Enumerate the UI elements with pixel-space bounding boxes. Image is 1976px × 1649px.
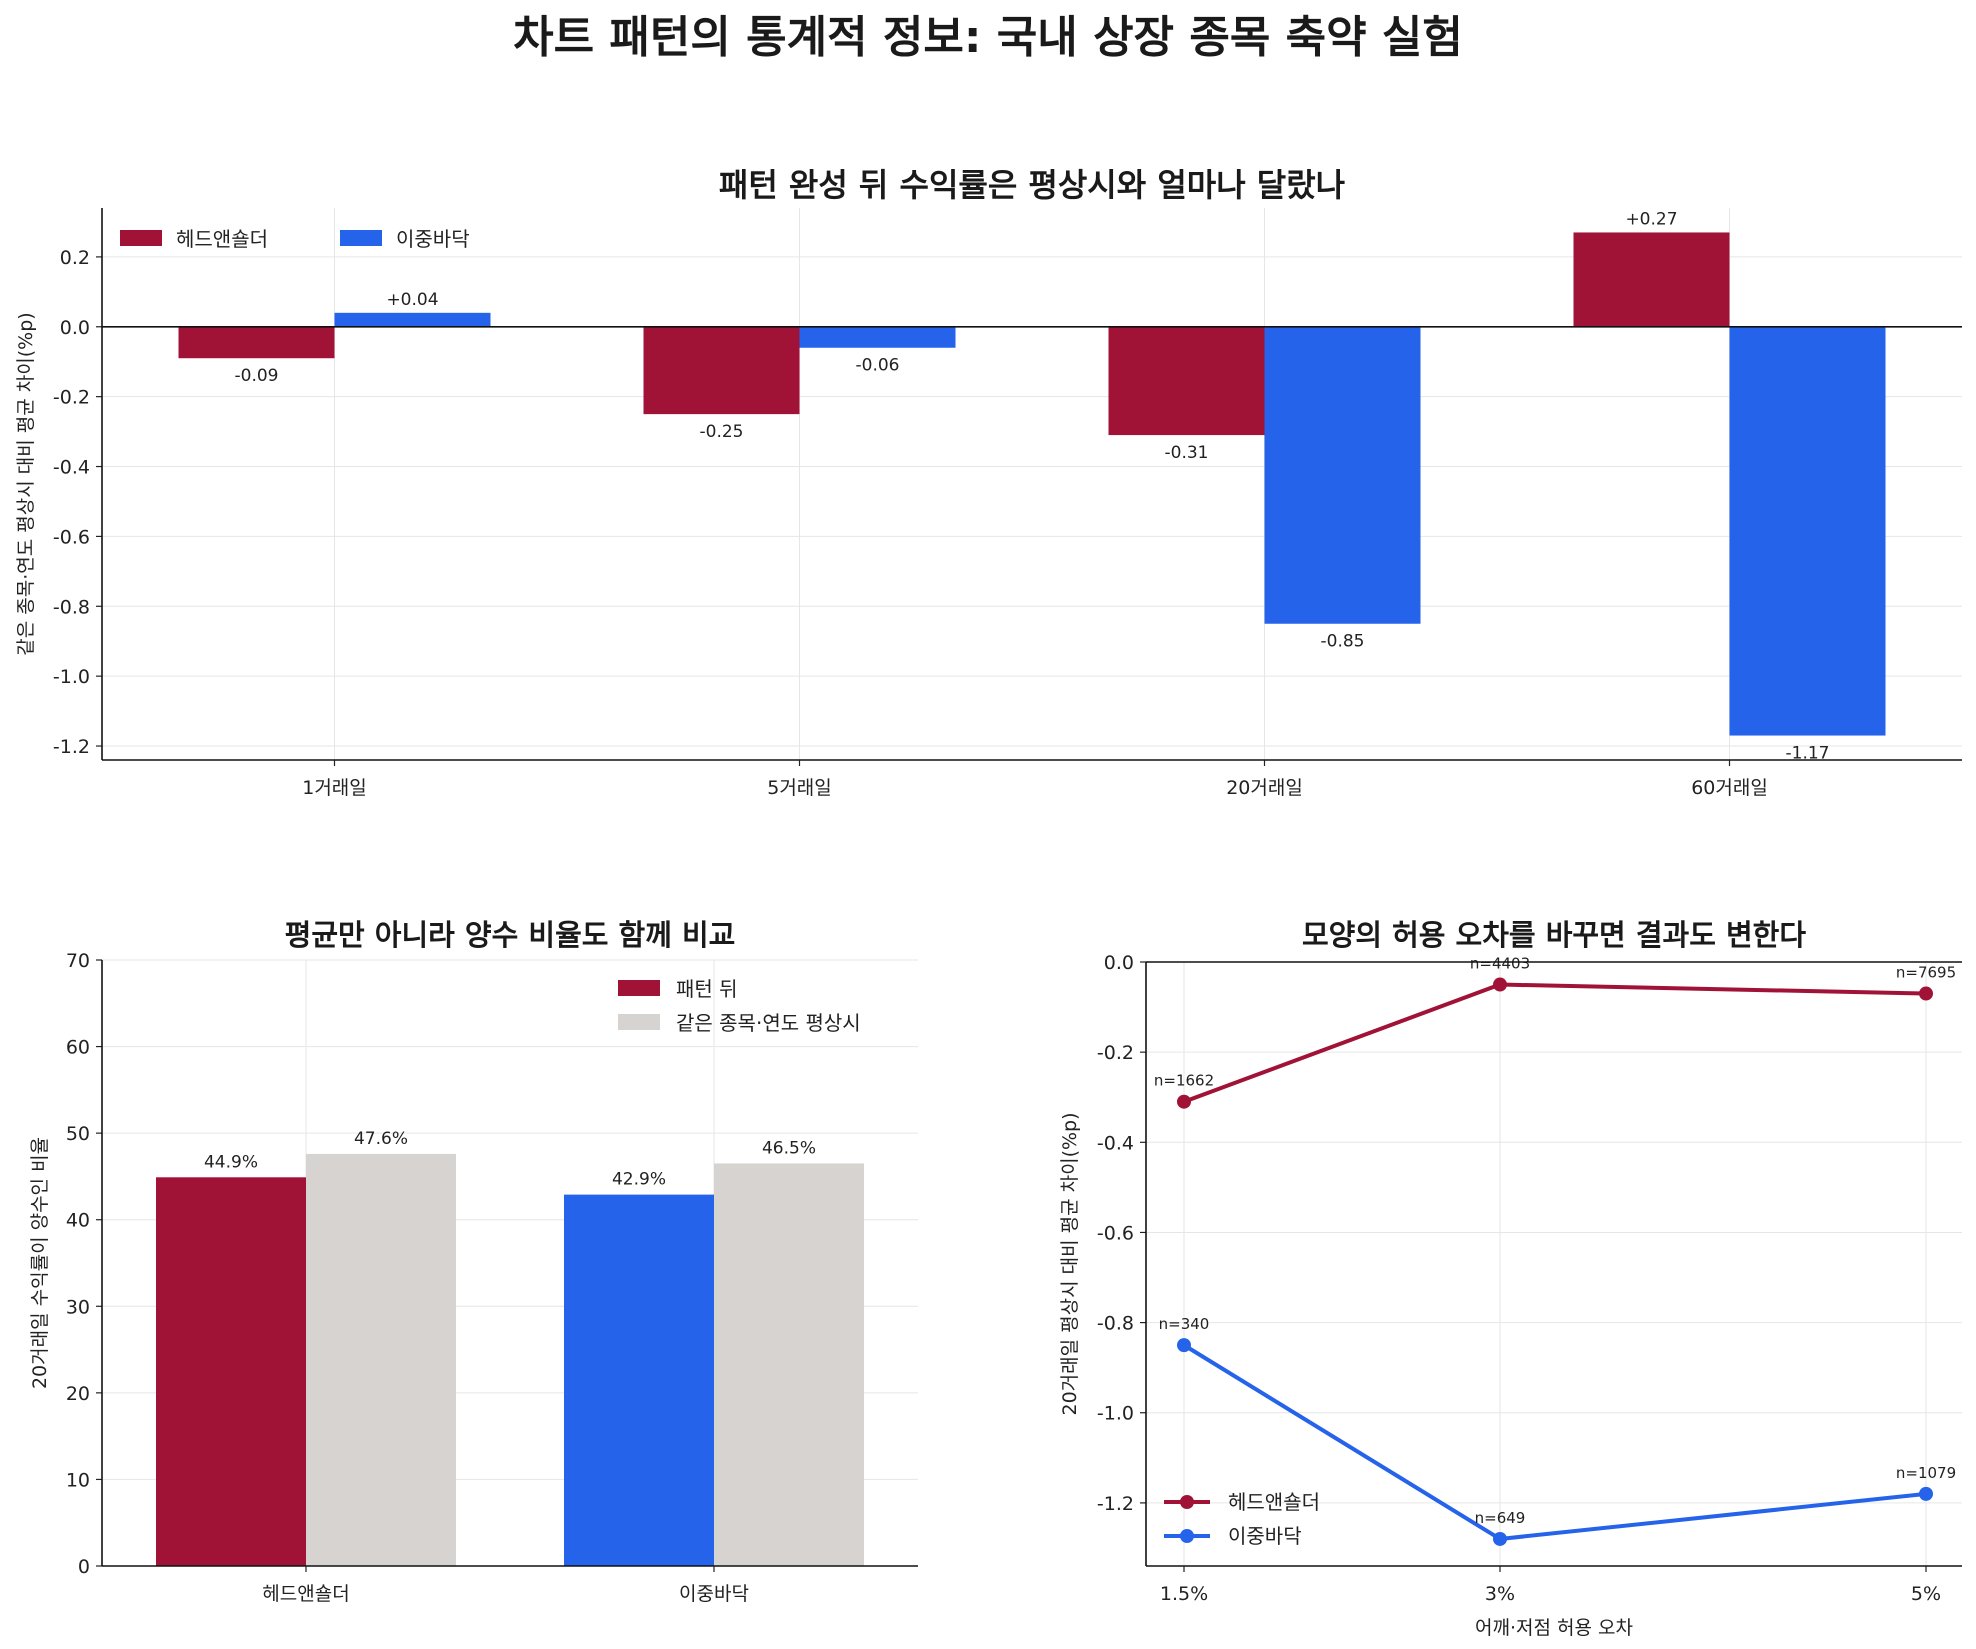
bl-legend-label: 같은 종목·연도 평상시 — [676, 1011, 861, 1035]
bl-legend-label: 패턴 뒤 — [676, 977, 738, 1001]
top-data-label: -0.09 — [235, 366, 279, 386]
br-xtick-label: 3% — [1485, 1583, 1515, 1605]
top-ytick-label: -0.2 — [53, 387, 90, 409]
top-data-label: +0.04 — [386, 290, 438, 310]
top-data-label: -0.25 — [700, 422, 744, 442]
bl-bar-baseline — [306, 1153, 456, 1566]
top-xtick-label: 1거래일 — [302, 777, 367, 799]
top-xtick-label: 20거래일 — [1226, 777, 1303, 799]
br-ytick-label: -1.2 — [1097, 1493, 1134, 1515]
figure-title: 차트 패턴의 통계적 정보: 국내 상장 종목 축약 실험 — [513, 12, 1463, 63]
top-y-axis-label: 같은 종목·연도 평상시 대비 평균 차이(%p) — [15, 312, 37, 655]
br-x-axis-label: 어깨·저점 허용 오차 — [1475, 1617, 1633, 1639]
br-y-axis-label: 20거래일 평상시 대비 평균 차이(%p) — [1059, 1112, 1081, 1415]
bl-chart-title: 평균만 아니라 양수 비율도 함께 비교 — [285, 918, 736, 952]
top-bar-double-bottom — [1729, 326, 1886, 736]
br-point — [1493, 1531, 1507, 1546]
br-xtick-label: 5% — [1911, 1583, 1941, 1605]
br-ytick-label: -0.2 — [1097, 1042, 1134, 1064]
br-n-label: n=4403 — [1470, 955, 1530, 973]
top-data-label: -0.85 — [1321, 632, 1365, 652]
br-point — [1919, 1486, 1933, 1501]
bl-bar-pattern — [156, 1177, 306, 1566]
top-data-label: -0.31 — [1165, 443, 1209, 463]
bl-legend-swatch — [618, 980, 660, 996]
bl-xtick-label: 헤드앤숄더 — [262, 1583, 349, 1605]
br-ytick-label: -1.0 — [1097, 1403, 1134, 1425]
br-legend-marker — [1180, 1495, 1194, 1509]
br-point — [1493, 977, 1507, 992]
br-legend-label: 헤드앤숄더 — [1228, 1490, 1320, 1514]
top-bar-head-shoulders — [178, 326, 335, 359]
top-bar-double-bottom — [799, 326, 956, 348]
top-ytick-label: 0.2 — [60, 247, 90, 269]
top-legend-swatch — [120, 230, 162, 246]
bl-bar-baseline — [714, 1163, 864, 1566]
top-ytick-label: -0.4 — [53, 457, 90, 479]
top-xtick-label: 5거래일 — [767, 777, 832, 799]
br-n-label: n=340 — [1159, 1315, 1210, 1333]
br-point — [1177, 1338, 1191, 1353]
br-legend-marker — [1180, 1529, 1194, 1543]
top-ytick-label: -0.6 — [53, 526, 90, 548]
top-ytick-label: 0.0 — [60, 317, 90, 339]
top-bar-head-shoulders — [643, 326, 800, 415]
bl-bar-pattern — [564, 1194, 714, 1566]
bl-ytick-label: 40 — [66, 1210, 90, 1232]
bl-legend-swatch — [618, 1014, 660, 1030]
br-line-head-shoulders — [1183, 982, 1927, 1104]
top-legend-label: 헤드앤숄더 — [176, 227, 268, 251]
bl-ytick-label: 50 — [66, 1123, 90, 1145]
top-bar-double-bottom — [1264, 326, 1421, 624]
bl-data-label: 42.9% — [612, 1170, 666, 1190]
br-n-label: n=1662 — [1154, 1072, 1214, 1090]
br-ytick-label: -0.8 — [1097, 1313, 1134, 1335]
top-bar-head-shoulders — [1108, 326, 1265, 436]
top-bar-double-bottom — [334, 312, 491, 327]
top-xtick-label: 60거래일 — [1691, 777, 1768, 799]
top-legend-label: 이중바닥 — [396, 227, 470, 251]
br-ytick-label: -0.6 — [1097, 1222, 1134, 1244]
bl-data-label: 44.9% — [204, 1152, 258, 1172]
bl-xtick-label: 이중바닥 — [679, 1583, 749, 1605]
br-point — [1919, 986, 1933, 1001]
bl-data-label: 46.5% — [762, 1138, 816, 1158]
br-xtick-label: 1.5% — [1160, 1583, 1208, 1605]
top-chart: 패턴 완성 뒤 수익률은 평상시와 얼마나 달랐나 0.2 0.0 -0.2 -0.4 -… — [15, 166, 1962, 799]
bl-ytick-label: 20 — [66, 1383, 90, 1405]
top-ytick-label: -1.0 — [53, 666, 90, 688]
br-legend-label: 이중바닥 — [1228, 1524, 1302, 1548]
br-n-label: n=7695 — [1896, 964, 1956, 982]
top-data-label: -0.06 — [856, 356, 900, 376]
top-ytick-label: -0.8 — [53, 596, 90, 618]
top-legend-swatch — [340, 230, 382, 246]
top-ytick-label: -1.2 — [53, 736, 90, 758]
bl-y-axis-label: 20거래일 수익률이 양수인 비율 — [29, 1137, 51, 1389]
bottom-left-chart: 평균만 아니라 양수 비율도 함께 비교 0 10 20 30 40 50 60 70 44.9%… — [29, 918, 918, 1605]
top-chart-title: 패턴 완성 뒤 수익률은 평상시와 얼마나 달랐나 — [719, 166, 1345, 204]
top-data-label: +0.27 — [1625, 209, 1677, 229]
top-bar-head-shoulders — [1573, 232, 1730, 327]
br-chart-title: 모양의 허용 오차를 바꾸면 결과도 변한다 — [1302, 918, 1806, 952]
bl-ytick-label: 0 — [78, 1556, 90, 1578]
bl-ytick-label: 70 — [66, 950, 90, 972]
bl-data-label: 47.6% — [354, 1129, 408, 1149]
br-n-label: n=649 — [1475, 1509, 1526, 1527]
br-n-label: n=1079 — [1896, 1464, 1956, 1482]
br-ytick-label: -0.4 — [1097, 1132, 1134, 1154]
bl-ytick-label: 30 — [66, 1296, 90, 1318]
bl-ytick-label: 10 — [66, 1469, 90, 1491]
br-ytick-label: 0.0 — [1104, 952, 1134, 974]
top-data-label: -1.17 — [1786, 744, 1830, 764]
bottom-right-chart: 모양의 허용 오차를 바꾸면 결과도 변한다 0.0 -0.2 -0.4 -0.6 -0.… — [1059, 918, 1962, 1639]
bl-ytick-label: 60 — [66, 1037, 90, 1059]
br-point — [1177, 1094, 1191, 1109]
